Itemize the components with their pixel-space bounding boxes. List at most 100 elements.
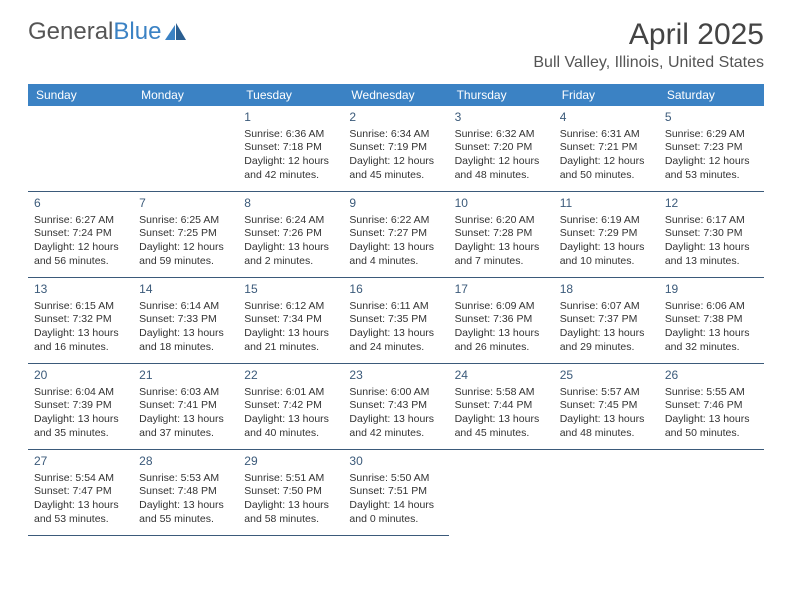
sunrise-text: Sunrise: 6:09 AM (455, 300, 548, 314)
sunrise-text: Sunrise: 6:32 AM (455, 128, 548, 142)
day-header: Sunday (28, 84, 133, 106)
sunrise-text: Sunrise: 5:55 AM (665, 386, 758, 400)
calendar-cell: 21Sunrise: 6:03 AMSunset: 7:41 PMDayligh… (133, 364, 238, 450)
calendar-cell: 24Sunrise: 5:58 AMSunset: 7:44 PMDayligh… (449, 364, 554, 450)
calendar-cell: 5Sunrise: 6:29 AMSunset: 7:23 PMDaylight… (659, 106, 764, 192)
calendar-cell (133, 106, 238, 192)
calendar-cell: 19Sunrise: 6:06 AMSunset: 7:38 PMDayligh… (659, 278, 764, 364)
day-header: Saturday (659, 84, 764, 106)
sunrise-text: Sunrise: 5:57 AM (560, 386, 653, 400)
daylight-text: Daylight: 13 hours and 50 minutes. (665, 413, 758, 440)
calendar-cell: 8Sunrise: 6:24 AMSunset: 7:26 PMDaylight… (238, 192, 343, 278)
sunrise-text: Sunrise: 6:07 AM (560, 300, 653, 314)
sunrise-text: Sunrise: 5:50 AM (349, 472, 442, 486)
calendar-cell: 6Sunrise: 6:27 AMSunset: 7:24 PMDaylight… (28, 192, 133, 278)
day-header: Thursday (449, 84, 554, 106)
daylight-text: Daylight: 13 hours and 40 minutes. (244, 413, 337, 440)
sunrise-text: Sunrise: 6:17 AM (665, 214, 758, 228)
sunset-text: Sunset: 7:19 PM (349, 141, 442, 155)
sunrise-text: Sunrise: 6:27 AM (34, 214, 127, 228)
daylight-text: Daylight: 13 hours and 7 minutes. (455, 241, 548, 268)
day-number: 11 (560, 196, 653, 212)
sunrise-text: Sunrise: 6:36 AM (244, 128, 337, 142)
sunrise-text: Sunrise: 6:01 AM (244, 386, 337, 400)
sunset-text: Sunset: 7:37 PM (560, 313, 653, 327)
calendar-cell (449, 450, 554, 536)
daylight-text: Daylight: 13 hours and 42 minutes. (349, 413, 442, 440)
calendar: Sunday Monday Tuesday Wednesday Thursday… (28, 84, 764, 536)
sunrise-text: Sunrise: 6:31 AM (560, 128, 653, 142)
sunrise-text: Sunrise: 6:25 AM (139, 214, 232, 228)
day-number: 23 (349, 368, 442, 384)
daylight-text: Daylight: 12 hours and 53 minutes. (665, 155, 758, 182)
day-number: 15 (244, 282, 337, 298)
daylight-text: Daylight: 13 hours and 32 minutes. (665, 327, 758, 354)
brand-part2: Blue (113, 18, 161, 46)
calendar-cell: 23Sunrise: 6:00 AMSunset: 7:43 PMDayligh… (343, 364, 448, 450)
sunset-text: Sunset: 7:36 PM (455, 313, 548, 327)
sunrise-text: Sunrise: 5:53 AM (139, 472, 232, 486)
daylight-text: Daylight: 13 hours and 18 minutes. (139, 327, 232, 354)
day-number: 25 (560, 368, 653, 384)
calendar-cell: 15Sunrise: 6:12 AMSunset: 7:34 PMDayligh… (238, 278, 343, 364)
daylight-text: Daylight: 13 hours and 55 minutes. (139, 499, 232, 526)
sunrise-text: Sunrise: 5:58 AM (455, 386, 548, 400)
sunset-text: Sunset: 7:51 PM (349, 485, 442, 499)
brand-logo: GeneralBlue (28, 18, 187, 46)
sunset-text: Sunset: 7:50 PM (244, 485, 337, 499)
calendar-cell (659, 450, 764, 536)
daylight-text: Daylight: 12 hours and 56 minutes. (34, 241, 127, 268)
sunset-text: Sunset: 7:46 PM (665, 399, 758, 413)
day-number: 17 (455, 282, 548, 298)
calendar-cell: 2Sunrise: 6:34 AMSunset: 7:19 PMDaylight… (343, 106, 448, 192)
calendar-cell: 3Sunrise: 6:32 AMSunset: 7:20 PMDaylight… (449, 106, 554, 192)
day-number: 5 (665, 110, 758, 126)
sunrise-text: Sunrise: 6:19 AM (560, 214, 653, 228)
daylight-text: Daylight: 13 hours and 10 minutes. (560, 241, 653, 268)
calendar-cell (554, 450, 659, 536)
day-header: Wednesday (343, 84, 448, 106)
daylight-text: Daylight: 12 hours and 59 minutes. (139, 241, 232, 268)
daylight-text: Daylight: 13 hours and 2 minutes. (244, 241, 337, 268)
daylight-text: Daylight: 13 hours and 35 minutes. (34, 413, 127, 440)
sunset-text: Sunset: 7:38 PM (665, 313, 758, 327)
calendar-cell: 30Sunrise: 5:50 AMSunset: 7:51 PMDayligh… (343, 450, 448, 536)
sunset-text: Sunset: 7:45 PM (560, 399, 653, 413)
day-number: 1 (244, 110, 337, 126)
calendar-cell: 29Sunrise: 5:51 AMSunset: 7:50 PMDayligh… (238, 450, 343, 536)
daylight-text: Daylight: 13 hours and 21 minutes. (244, 327, 337, 354)
sunset-text: Sunset: 7:28 PM (455, 227, 548, 241)
calendar-cell (28, 106, 133, 192)
day-number: 7 (139, 196, 232, 212)
calendar-grid: 1Sunrise: 6:36 AMSunset: 7:18 PMDaylight… (28, 106, 764, 536)
daylight-text: Daylight: 13 hours and 4 minutes. (349, 241, 442, 268)
sunrise-text: Sunrise: 6:34 AM (349, 128, 442, 142)
sunrise-text: Sunrise: 6:03 AM (139, 386, 232, 400)
daylight-text: Daylight: 13 hours and 26 minutes. (455, 327, 548, 354)
day-number: 21 (139, 368, 232, 384)
sunrise-text: Sunrise: 6:24 AM (244, 214, 337, 228)
sunset-text: Sunset: 7:25 PM (139, 227, 232, 241)
day-number: 13 (34, 282, 127, 298)
calendar-cell: 12Sunrise: 6:17 AMSunset: 7:30 PMDayligh… (659, 192, 764, 278)
calendar-cell: 14Sunrise: 6:14 AMSunset: 7:33 PMDayligh… (133, 278, 238, 364)
sunset-text: Sunset: 7:34 PM (244, 313, 337, 327)
calendar-cell: 11Sunrise: 6:19 AMSunset: 7:29 PMDayligh… (554, 192, 659, 278)
calendar-cell: 20Sunrise: 6:04 AMSunset: 7:39 PMDayligh… (28, 364, 133, 450)
calendar-cell: 13Sunrise: 6:15 AMSunset: 7:32 PMDayligh… (28, 278, 133, 364)
sunset-text: Sunset: 7:24 PM (34, 227, 127, 241)
sunset-text: Sunset: 7:27 PM (349, 227, 442, 241)
title-block: April 2025 Bull Valley, Illinois, United… (533, 18, 764, 72)
sunset-text: Sunset: 7:32 PM (34, 313, 127, 327)
calendar-cell: 28Sunrise: 5:53 AMSunset: 7:48 PMDayligh… (133, 450, 238, 536)
daylight-text: Daylight: 12 hours and 48 minutes. (455, 155, 548, 182)
calendar-cell: 22Sunrise: 6:01 AMSunset: 7:42 PMDayligh… (238, 364, 343, 450)
daylight-text: Daylight: 14 hours and 0 minutes. (349, 499, 442, 526)
sunrise-text: Sunrise: 6:06 AM (665, 300, 758, 314)
day-header-row: Sunday Monday Tuesday Wednesday Thursday… (28, 84, 764, 106)
header: GeneralBlue April 2025 Bull Valley, Illi… (0, 0, 792, 78)
calendar-cell: 18Sunrise: 6:07 AMSunset: 7:37 PMDayligh… (554, 278, 659, 364)
sunrise-text: Sunrise: 6:11 AM (349, 300, 442, 314)
sunrise-text: Sunrise: 5:54 AM (34, 472, 127, 486)
day-number: 12 (665, 196, 758, 212)
